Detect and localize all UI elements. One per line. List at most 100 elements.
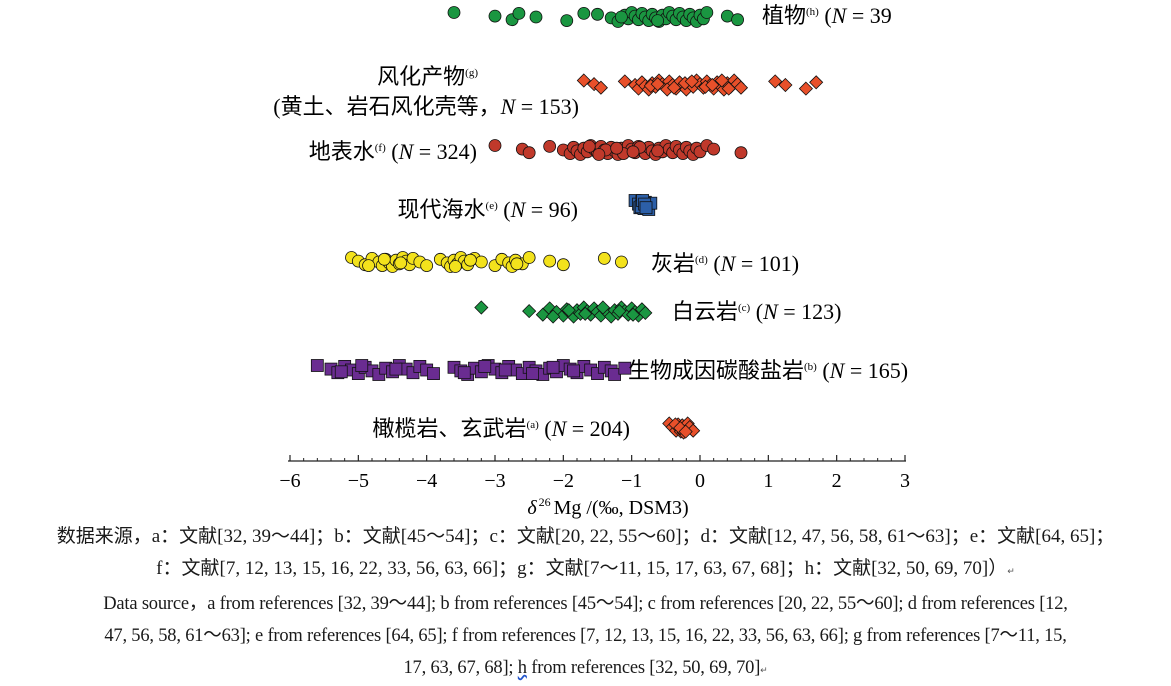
data-point — [512, 6, 526, 20]
data-point — [618, 361, 632, 375]
data-point — [615, 10, 628, 24]
data-point — [543, 139, 557, 153]
x-axis: −6 −5 −4 −3 −2 −1 0 1 2 3 δ 26 Mg /(‰, DSM3) — [279, 455, 910, 519]
data-point — [651, 14, 665, 28]
data-point — [577, 6, 591, 20]
data-point — [546, 309, 561, 324]
category-label: 风化产物(g) — [377, 64, 478, 89]
data-marks — [310, 6, 824, 440]
data-point — [612, 304, 627, 319]
data-point — [768, 74, 783, 89]
paragraph-mark-icon: ↵ — [760, 666, 768, 676]
caption-zh-line-1: 数据来源，a：文献[32, 39～44]；b：文献[45～54]；c：文献[20… — [0, 522, 1171, 552]
data-point — [578, 306, 593, 321]
data-point — [526, 367, 539, 381]
data-point — [522, 304, 537, 319]
category-label: 橄榄岩、玄武岩(a) (N = 204) — [373, 416, 630, 441]
data-point — [666, 80, 682, 95]
caption-en-text-3c: from references [32, 50, 69, 70] — [526, 658, 761, 678]
x-tick-label: 0 — [695, 470, 705, 492]
category-label: 灰岩(d) (N = 101) — [651, 251, 799, 276]
data-point — [457, 366, 471, 380]
paragraph-mark-icon: ↵ — [1007, 567, 1015, 577]
data-point — [591, 7, 604, 21]
data-point — [546, 360, 560, 374]
data-point — [510, 257, 524, 271]
category-label: 白云岩(c) (N = 123) — [672, 299, 841, 324]
x-tick-label: −1 — [621, 470, 642, 492]
x-tick-label: −5 — [348, 470, 369, 492]
data-point — [592, 148, 606, 161]
data-point — [488, 9, 502, 23]
series-group — [662, 416, 701, 440]
data-point — [595, 300, 611, 315]
data-point — [615, 255, 628, 269]
series-group — [628, 194, 658, 216]
data-point — [498, 363, 512, 377]
data-point — [684, 74, 699, 89]
x-axis-label-sup: 26 — [539, 495, 551, 509]
data-point — [714, 73, 729, 88]
x-tick-label: 2 — [832, 470, 842, 492]
data-point — [560, 14, 574, 28]
category-sublabel: (黄土、岩石风化壳等，N = 153) — [273, 94, 579, 119]
series-group — [310, 359, 632, 381]
data-point — [420, 259, 434, 273]
data-point — [650, 77, 665, 92]
series-group — [488, 139, 748, 161]
data-point — [377, 252, 391, 266]
data-point — [463, 253, 477, 267]
data-point — [731, 13, 744, 27]
data-point — [639, 201, 653, 215]
data-point — [522, 251, 536, 264]
caption-zh-line-2: f：文献[7, 12, 13, 15, 16, 22, 33, 56, 63, … — [0, 554, 1171, 587]
x-axis-label-rest: Mg /(‰, DSM3) — [554, 497, 689, 519]
category-label: 生物成因碳酸盐岩(b) (N = 165) — [628, 358, 908, 383]
caption-en-text-3a: 17, 63, 67, 68]; — [403, 658, 514, 678]
data-point — [705, 77, 720, 93]
data-point — [556, 258, 570, 272]
x-tick-label: 3 — [900, 470, 910, 492]
data-point — [447, 6, 461, 19]
data-point — [522, 146, 536, 160]
data-point — [734, 146, 748, 160]
data-point — [733, 80, 749, 95]
data-point — [678, 424, 693, 439]
data-point — [561, 303, 576, 318]
caption-zh-text-1: 数据来源，a：文献[32, 39～44]；b：文献[45～54]；c：文献[20… — [56, 526, 1115, 547]
x-axis-label-greek: δ — [527, 497, 537, 519]
caption-en-line-3: 17, 63, 67, 68]; h from references [32, … — [0, 653, 1171, 686]
data-point — [529, 10, 543, 24]
series-group — [447, 6, 744, 28]
data-point — [474, 300, 489, 315]
x-tick-label: −4 — [416, 470, 437, 492]
data-point — [488, 139, 502, 152]
data-point — [610, 141, 624, 155]
data-point — [707, 142, 721, 156]
caption-en-text-1: Data source，a from references [32, 39～44… — [103, 594, 1068, 614]
data-point — [427, 367, 440, 381]
data-point — [478, 359, 492, 373]
data-point — [310, 359, 324, 372]
x-tick-label: −3 — [484, 470, 505, 492]
x-tick-label: 1 — [763, 470, 773, 492]
data-point — [474, 255, 488, 269]
category-label: 现代海水(e) (N = 96) — [398, 197, 578, 222]
series-group — [474, 300, 653, 324]
category-label: 植物(h) (N = 39 — [762, 3, 892, 28]
data-point — [362, 259, 375, 273]
data-point — [809, 75, 824, 90]
data-point — [448, 260, 462, 273]
data-point — [597, 251, 611, 265]
data-point — [651, 144, 665, 158]
data-point — [593, 80, 608, 95]
data-point — [389, 362, 403, 376]
data-point — [626, 145, 640, 159]
data-point — [394, 256, 408, 270]
caption-en-line-1: Data source，a from references [32, 39～44… — [0, 589, 1171, 619]
data-point — [798, 81, 813, 96]
caption-en-line-2: 47, 56, 58, 61～63]; e from references [6… — [0, 621, 1171, 651]
caption-en-text-3b: h — [517, 658, 527, 678]
data-point — [543, 254, 557, 268]
data-point — [582, 139, 596, 153]
